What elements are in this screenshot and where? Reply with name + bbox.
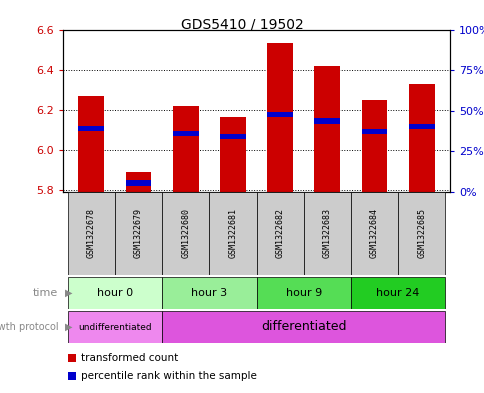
Bar xyxy=(172,132,198,136)
Bar xyxy=(397,192,444,275)
Bar xyxy=(256,277,350,309)
Text: hour 9: hour 9 xyxy=(285,288,321,298)
Bar xyxy=(408,125,434,130)
Text: growth protocol: growth protocol xyxy=(0,322,58,332)
Bar xyxy=(78,96,104,192)
Bar xyxy=(162,277,256,309)
Bar xyxy=(68,192,115,275)
Bar xyxy=(408,84,434,192)
Text: GSM1322685: GSM1322685 xyxy=(416,209,425,259)
Text: hour 3: hour 3 xyxy=(191,288,227,298)
Text: GSM1322682: GSM1322682 xyxy=(275,209,284,259)
Bar xyxy=(350,277,444,309)
Bar xyxy=(68,277,162,309)
Text: differentiated: differentiated xyxy=(260,321,346,334)
Text: hour 0: hour 0 xyxy=(97,288,133,298)
Text: undifferentiated: undifferentiated xyxy=(78,323,151,332)
Bar xyxy=(162,192,209,275)
Bar xyxy=(68,311,162,343)
Bar xyxy=(361,100,387,192)
Text: GSM1322681: GSM1322681 xyxy=(228,209,237,259)
Text: hour 24: hour 24 xyxy=(376,288,419,298)
Bar xyxy=(125,180,151,185)
Text: GSM1322683: GSM1322683 xyxy=(322,209,331,259)
Text: GSM1322679: GSM1322679 xyxy=(134,209,143,259)
Text: GSM1322680: GSM1322680 xyxy=(181,209,190,259)
Text: GDS5410 / 19502: GDS5410 / 19502 xyxy=(181,18,303,32)
Bar xyxy=(115,192,162,275)
Text: GSM1322684: GSM1322684 xyxy=(369,209,378,259)
Bar xyxy=(314,119,340,123)
Bar xyxy=(267,112,292,118)
Bar xyxy=(125,172,151,192)
Bar xyxy=(361,130,387,134)
Text: ▶: ▶ xyxy=(65,322,73,332)
Bar xyxy=(219,134,245,140)
Text: percentile rank within the sample: percentile rank within the sample xyxy=(80,371,256,381)
Bar xyxy=(162,311,444,343)
Bar xyxy=(314,66,340,192)
Text: time: time xyxy=(33,288,58,298)
Bar xyxy=(350,192,397,275)
Bar xyxy=(172,106,198,192)
Text: GSM1322678: GSM1322678 xyxy=(87,209,96,259)
Bar xyxy=(303,192,350,275)
Bar xyxy=(78,127,104,132)
Text: ▶: ▶ xyxy=(65,288,73,298)
Bar xyxy=(219,117,245,192)
Bar xyxy=(267,43,292,192)
Bar xyxy=(256,192,303,275)
Text: transformed count: transformed count xyxy=(80,353,178,363)
Bar xyxy=(209,192,256,275)
